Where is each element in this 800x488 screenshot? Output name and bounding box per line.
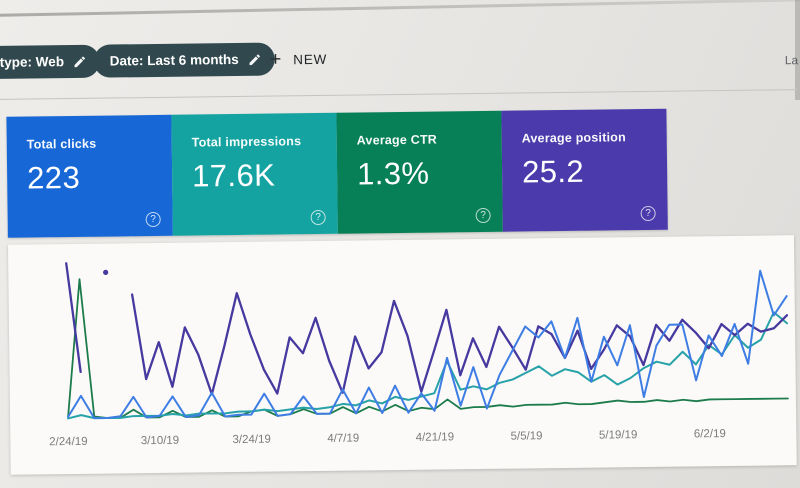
help-icon[interactable]: ? [640,205,656,222]
x-axis-label: 2/24/19 [49,436,88,448]
plus-icon: + [269,48,283,71]
search-type-filter-chip[interactable]: type: Web [0,44,101,80]
total-impressions-card[interactable]: Total impressions 17.6K ? [171,112,338,236]
x-axis-label: 4/21/19 [416,431,455,443]
x-axis-label: 3/10/19 [141,435,180,447]
total-impressions-label: Total impressions [191,134,302,150]
impressions-line[interactable] [67,311,788,420]
total-clicks-value: 223 [26,159,81,196]
average-ctr-card[interactable]: Average CTR 1.3% ? [336,110,503,234]
top-right-partial-text: La [784,53,799,68]
new-filter-label: NEW [293,51,328,67]
help-icon[interactable]: ? [145,211,161,228]
performance-line-chart[interactable]: 2/24/19 3/10/19 3/24/19 4/7/19 4/21/19 5/5/19… [49,245,794,459]
clicks-line[interactable] [66,269,788,420]
metric-cards-row: Total clicks 223 ? Total impressions 17.… [6,108,668,238]
ctr-line[interactable] [66,270,789,419]
x-axis-label: 3/24/19 [232,434,271,446]
date-filter-chip[interactable]: Date: Last 6 months [93,42,275,78]
total-impressions-value: 17.6K [191,157,276,194]
search-type-filter-label: type: Web [0,54,65,70]
average-position-value: 25.2 [521,153,585,190]
question-glyph: ? [480,209,487,222]
performance-chart-panel: 2/24/19 3/10/19 3/24/19 4/7/19 4/21/19 5/5/19… [7,235,797,475]
x-axis-label: 5/5/19 [510,430,542,442]
x-axis-label: 4/7/19 [327,433,359,445]
average-position-card[interactable]: Average position 25.2 ? [501,108,668,232]
total-clicks-card[interactable]: Total clicks 223 ? [6,114,173,238]
help-icon[interactable]: ? [310,209,326,226]
position-line[interactable] [65,262,82,374]
date-filter-label: Date: Last 6 months [109,51,239,69]
total-clicks-label: Total clicks [26,136,97,152]
question-glyph: ? [315,211,322,224]
average-ctr-label: Average CTR [356,132,438,148]
help-icon[interactable]: ? [475,207,491,224]
average-ctr-value: 1.3% [356,155,430,192]
question-glyph: ? [150,213,157,226]
average-position-label: Average position [521,130,626,146]
x-axis-label: 6/2/19 [694,428,726,440]
toolbar-divider [0,89,799,100]
edit-icon[interactable] [73,54,87,68]
question-glyph: ? [645,207,651,219]
edit-icon[interactable] [248,52,262,66]
position-point[interactable] [103,269,109,275]
position-line[interactable] [130,286,789,396]
new-filter-button[interactable]: + NEW [264,47,334,72]
x-axis-label: 5/19/19 [599,429,638,441]
photo-edge-shadow [795,0,800,100]
